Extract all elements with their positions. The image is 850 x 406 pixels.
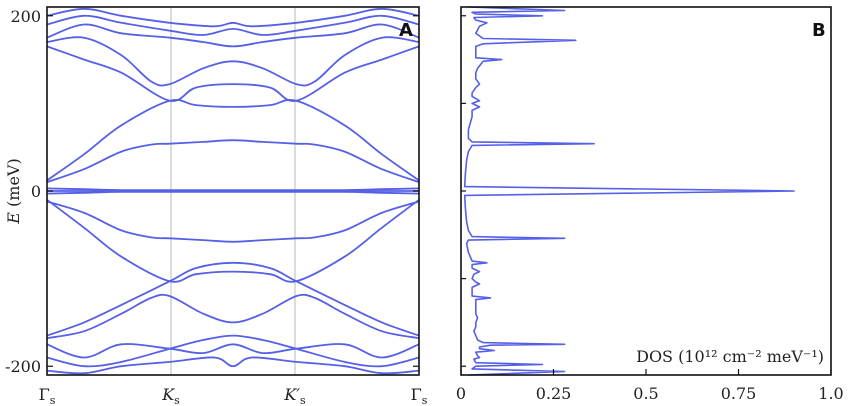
band-12 xyxy=(46,199,420,283)
band-10 xyxy=(46,7,420,28)
band-7 xyxy=(46,36,420,87)
panel-a-label: A xyxy=(399,20,413,41)
band-17 xyxy=(46,356,420,375)
panel-b-x-ticks: 0 0.25 0.5 0.75 1.0 xyxy=(456,369,844,403)
panel-b-x-axis-title: DOS (10¹² cm⁻² meV⁻¹) xyxy=(636,347,824,366)
panel-b-y-ticks xyxy=(461,15,466,367)
dos-line xyxy=(463,6,795,376)
panel-b-label: B xyxy=(812,20,826,41)
band-8 xyxy=(46,23,420,48)
x-tick-label: 0.75 xyxy=(721,384,757,403)
panel-a-y-ticks: -200 0 200 xyxy=(5,7,419,376)
band-13 xyxy=(46,261,420,337)
band-2 xyxy=(46,187,420,192)
y-tick-label: 200 xyxy=(10,7,41,26)
band-5 xyxy=(46,98,420,182)
band-4 xyxy=(46,139,420,184)
panel-a-y-axis-title: E (meV) xyxy=(4,158,23,224)
band-3 xyxy=(46,190,420,195)
x-tick-label: Γs xyxy=(411,385,428,406)
band-6 xyxy=(46,45,420,102)
panel-b-density-of-states: 0 0.25 0.5 0.75 1.0 B DOS (10¹² cm⁻² meV⁻¹) xyxy=(456,6,844,403)
band-9 xyxy=(46,14,420,36)
x-tick-label: 0.25 xyxy=(536,384,572,403)
band-lines xyxy=(46,7,420,375)
panel-a-x-ticks: Γs Ks K′s Γs xyxy=(39,385,428,406)
x-tick-label: Γs xyxy=(39,385,56,406)
y-axis-symbol: E xyxy=(4,212,23,225)
panel-a-band-structure: -200 0 200 Γs Ks K′s Γs A E (meV) xyxy=(4,6,428,406)
x-tick-label: 0 xyxy=(456,384,466,403)
band-15 xyxy=(46,343,420,359)
x-tick-label: K′s xyxy=(283,385,306,406)
band-16 xyxy=(46,334,420,368)
band-14 xyxy=(46,293,420,340)
x-tick-label: 1.0 xyxy=(818,384,843,403)
y-tick-label: 0 xyxy=(31,182,41,201)
dos-curve xyxy=(463,6,795,376)
y-axis-unit: (meV) xyxy=(4,158,23,207)
band-11 xyxy=(46,200,420,243)
x-tick-label: Ks xyxy=(161,385,180,406)
x-tick-label: 0.5 xyxy=(633,384,658,403)
y-tick-label: -200 xyxy=(5,357,41,376)
